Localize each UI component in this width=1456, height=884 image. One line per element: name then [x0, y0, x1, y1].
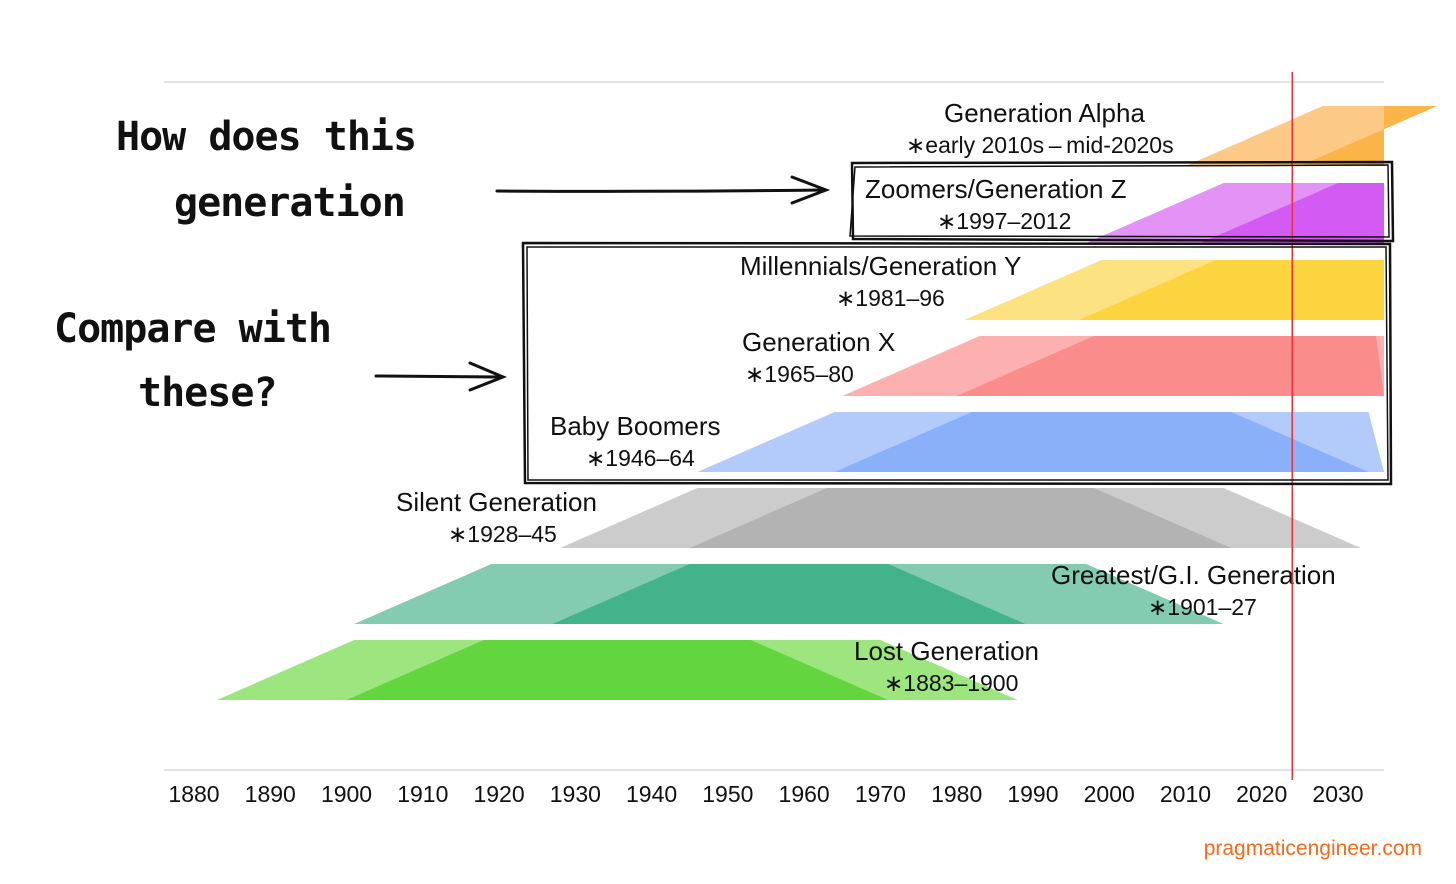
x-tick-1900: 1900	[321, 781, 372, 807]
annotation-compare-line2: these?	[138, 370, 277, 416]
band-greatest-core	[552, 564, 1026, 624]
label-greatest-name: Greatest/G.I. Generation	[1051, 560, 1336, 590]
x-tick-1930: 1930	[550, 781, 601, 807]
label-boomers-name: Baby Boomers	[550, 411, 721, 441]
label-lost-years: ∗1883–1900	[884, 670, 1018, 696]
label-silent-name: Silent Generation	[396, 487, 597, 517]
label-boomers-years: ∗1946–64	[586, 445, 695, 471]
arrow-to-comparison	[374, 361, 507, 392]
label-greatest-years: ∗1901–27	[1148, 594, 1257, 620]
x-tick-1990: 1990	[1007, 781, 1058, 807]
label-millennials-years: ∗1981–96	[836, 285, 945, 311]
label-genx-name: Generation X	[742, 327, 895, 357]
generation-labels: Lost Generation ∗1883–1900 Greatest/G.I. G…	[396, 98, 1336, 696]
x-tick-1950: 1950	[702, 781, 753, 807]
x-tick-1960: 1960	[779, 781, 830, 807]
x-axis-ticks: 1880 1890 1900 1910 1920 1930 1940 1950 1960 1970…	[168, 781, 1363, 807]
band-boomers-core	[834, 412, 1369, 472]
label-genz-name: Zoomers/Generation Z	[865, 174, 1127, 204]
x-tick-1890: 1890	[245, 781, 296, 807]
highlight-box-comparison	[521, 241, 1393, 486]
label-lost-name: Lost Generation	[854, 636, 1039, 666]
source-credit: pragmaticengineer.com	[1204, 837, 1422, 860]
x-tick-1880: 1880	[168, 781, 219, 807]
x-tick-1970: 1970	[855, 781, 906, 807]
x-tick-2000: 2000	[1084, 781, 1135, 807]
label-alpha-years: ∗early 2010s – mid-2020s	[906, 132, 1174, 158]
label-genz-years: ∗1997–2012	[937, 208, 1071, 234]
x-tick-1920: 1920	[473, 781, 524, 807]
label-alpha-name: Generation Alpha	[944, 98, 1145, 128]
x-tick-1980: 1980	[931, 781, 982, 807]
band-genx-core	[956, 336, 1384, 396]
annotation-question-line1: How does this	[116, 114, 416, 160]
label-silent-years: ∗1928–45	[448, 521, 557, 547]
label-genx-years: ∗1965–80	[745, 361, 854, 387]
x-tick-1940: 1940	[626, 781, 677, 807]
band-lost-core	[346, 640, 889, 700]
arrow-to-genz	[495, 175, 831, 205]
x-tick-2030: 2030	[1312, 781, 1363, 807]
band-silent-core	[689, 488, 1232, 548]
x-tick-1910: 1910	[397, 781, 448, 807]
band-alpha-core	[1299, 106, 1438, 166]
band-millennials-core	[1078, 260, 1384, 320]
x-tick-2020: 2020	[1236, 781, 1287, 807]
annotation-question-line2: generation	[174, 180, 405, 226]
highlight-box-genz	[849, 160, 1395, 243]
x-tick-2010: 2010	[1160, 781, 1211, 807]
annotation-compare-line1: Compare with	[54, 306, 331, 352]
generation-bands	[216, 106, 1438, 700]
label-millennials-name: Millennials/Generation Y	[740, 251, 1021, 281]
